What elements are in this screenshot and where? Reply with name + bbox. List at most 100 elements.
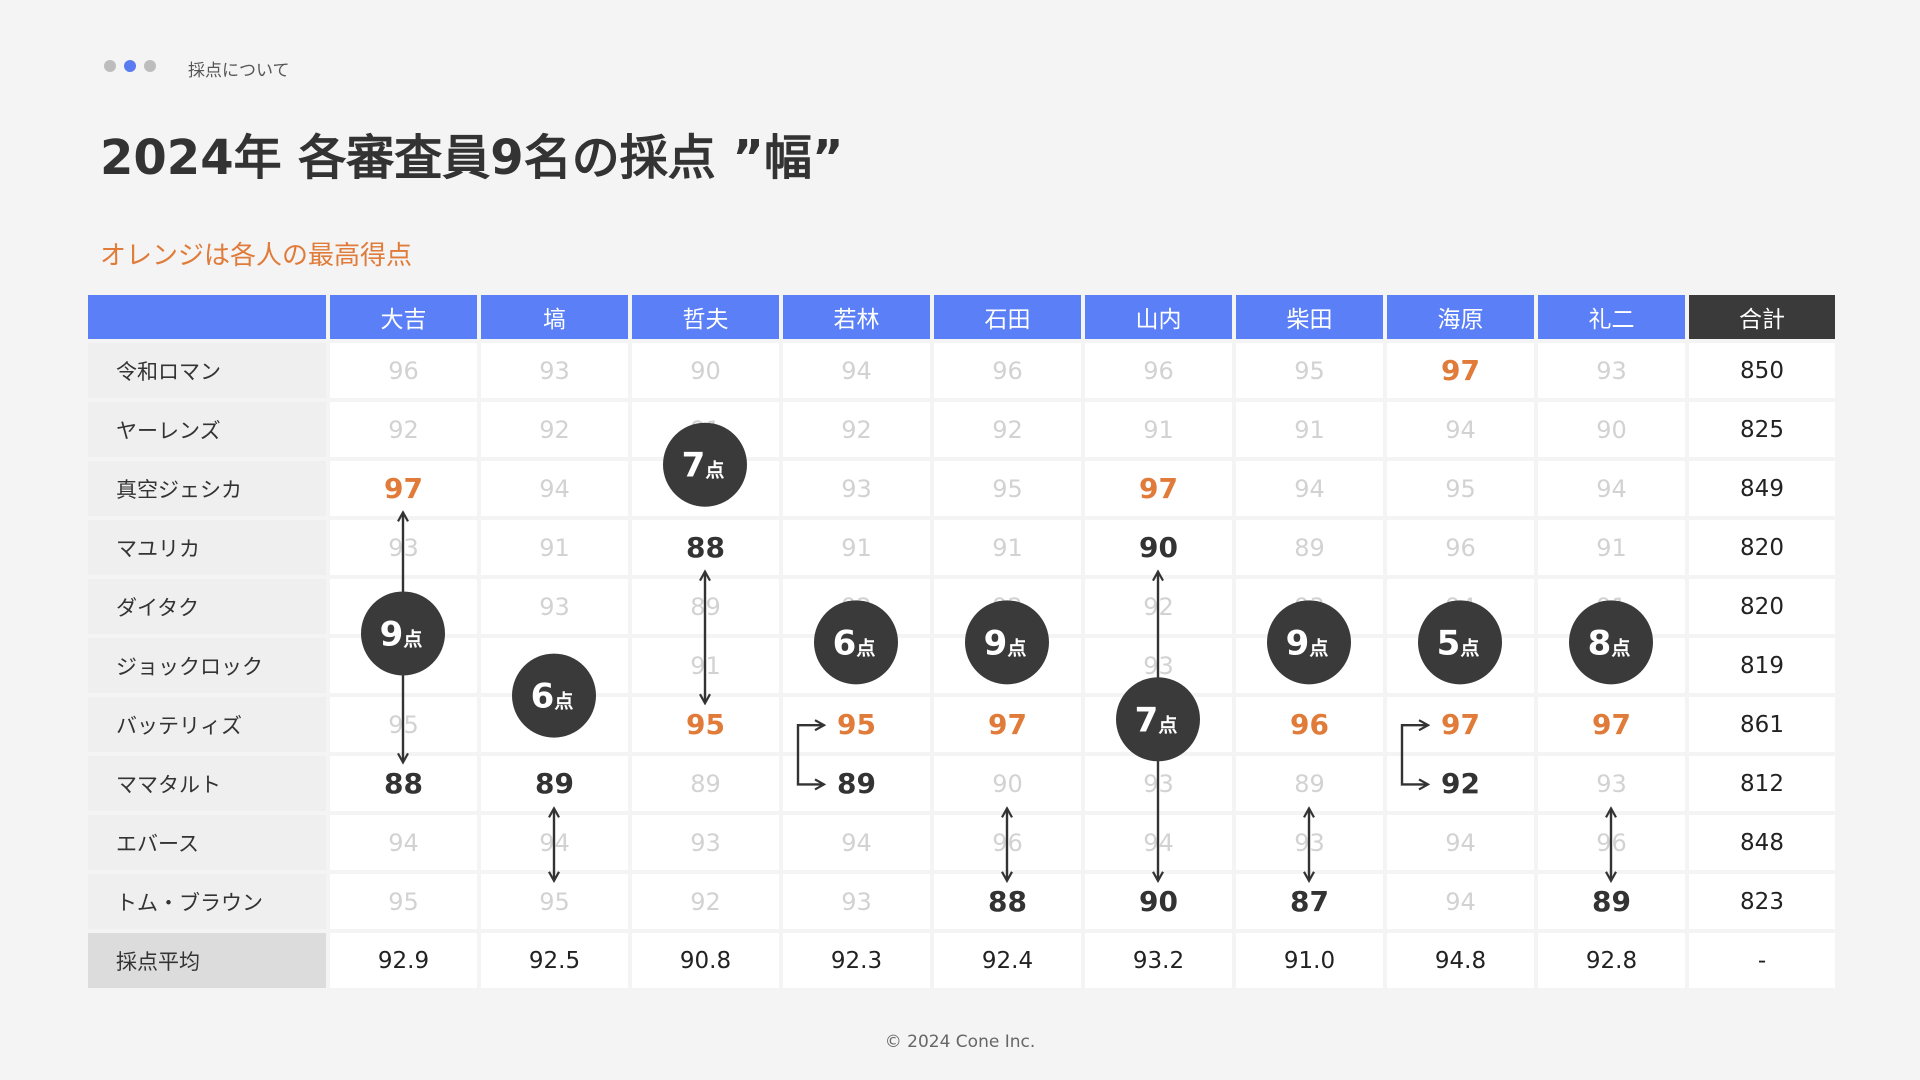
score-cell: 96 [1538,815,1685,870]
comedian-name: マユリカ [88,520,326,575]
score-cell-max: 95 [632,697,779,752]
total-header: 合計 [1689,295,1835,339]
score-grid: 大吉塙哲夫 若林 石田 山内 柴田 海原 礼二 合計 令和ロマン 96 93 90 94 96 96 95 9… [88,295,1835,995]
score-cell: 93 [783,461,930,516]
judge-header: 柴田 [1236,295,1383,339]
indicator-dot-active [124,60,136,72]
score-cell: 89 [632,579,779,634]
score-cell: 89 [1236,520,1383,575]
average-cell: 92.4 [934,933,1081,988]
score-cell: 91 [1236,402,1383,457]
total-cell: 825 [1689,402,1835,457]
total-cell: 819 [1689,638,1835,693]
score-cell: 93 [1236,579,1383,634]
score-cell-min: 88 [632,520,779,575]
score-cell: 93 [481,343,628,398]
score-cell: 91 [934,520,1081,575]
score-cell: 90 [1538,402,1685,457]
score-cell: 94 [1387,815,1534,870]
score-cell-min: 87 [1236,874,1383,929]
judge-header: 塙 [481,295,628,339]
score-cell: 91 [1085,402,1232,457]
total-cell: 861 [1689,697,1835,752]
score-cell: 92 [1236,638,1383,693]
score-cell-max: 96 [1236,697,1383,752]
indicator-dot [144,60,156,72]
judge-header: 礼二 [1538,295,1685,339]
total-cell: 820 [1689,520,1835,575]
average-cell: 92.3 [783,933,930,988]
score-cell: 91 [1538,520,1685,575]
score-cell: 93 [1236,815,1383,870]
score-cell: 94 [1085,815,1232,870]
score-cell-min: 90 [1085,520,1232,575]
score-cell: 92 [1538,638,1685,693]
comedian-name: バッテリィズ [88,697,326,752]
score-cell: 93 [481,579,628,634]
score-cell-min: 89 [481,756,628,811]
score-cell: 95 [1236,343,1383,398]
score-cell: 93 [934,638,1081,693]
total-cell: 849 [1689,461,1835,516]
score-cell: 95 [330,874,477,929]
average-cell: 93.2 [1085,933,1232,988]
score-cell: 96 [330,343,477,398]
score-cell-min: 89 [1538,874,1685,929]
score-cell: 92 [330,402,477,457]
table-row: 真空ジェシカ 97 94 92 93 95 97 94 95 94 849 [88,461,1835,516]
score-cell: 96 [1085,343,1232,398]
score-cell: 94 [330,815,477,870]
score-cell: 92 [783,579,930,634]
judge-header: 石田 [934,295,1081,339]
table-row: ジョックロック 93 92 91 93 93 93 92 94 92 819 [88,638,1835,693]
score-cell-max: 95 [783,697,930,752]
table-row: バッテリィズ 95 95 95 95 97 96 96 97 97 861 [88,697,1835,752]
score-cell: 90 [934,756,1081,811]
score-cell: 93 [1085,638,1232,693]
score-cell: 96 [1085,697,1232,752]
judge-header: 大吉 [330,295,477,339]
comedian-name: ヤーレンズ [88,402,326,457]
total-cell: 812 [1689,756,1835,811]
score-cell-min: 92 [1387,756,1534,811]
score-cell: 92 [481,638,628,693]
table-row: ヤーレンズ 92 92 91 92 92 91 91 94 90 825 [88,402,1835,457]
score-cell: 94 [1387,579,1534,634]
score-cell: 91 [481,520,628,575]
average-row: 採点平均 92.9 92.5 90.8 92.3 92.4 93.2 91.0 94.8 92.8… [88,933,1835,988]
score-cell: 92 [934,402,1081,457]
comedian-name: ダイタク [88,579,326,634]
table-body: 令和ロマン 96 93 90 94 96 96 95 97 93 850 ヤーレンズ 92 92 91 92 9… [88,343,1835,988]
comedian-name: エバース [88,815,326,870]
score-cell: 93 [632,815,779,870]
score-cell: 94 [1387,874,1534,929]
score-cell: 94 [1387,402,1534,457]
score-cell: 92 [481,402,628,457]
average-total-cell: - [1689,933,1835,988]
score-cell: 94 [783,815,930,870]
header-corner [88,295,326,339]
comedian-name: ジョックロック [88,638,326,693]
score-cell-min: 90 [1085,874,1232,929]
score-cell: 94 [1236,461,1383,516]
average-cell: 92.8 [1538,933,1685,988]
score-cell: 93 [1085,756,1232,811]
score-cell-max: 97 [1387,697,1534,752]
table-row: エバース 94 94 93 94 96 94 93 94 96 848 [88,815,1835,870]
score-cell: 91 [783,520,930,575]
table-row: ママタルト 88 89 89 89 90 93 89 92 93 812 [88,756,1835,811]
score-cell: 95 [481,874,628,929]
score-cell: 93 [783,638,930,693]
score-cell-max: 97 [1387,343,1534,398]
score-cell: 95 [1387,461,1534,516]
score-cell: 92 [934,579,1081,634]
comedian-name: 令和ロマン [88,343,326,398]
subtitle-note: オレンジは各人の最高得点 [100,241,413,271]
total-cell: 850 [1689,343,1835,398]
average-cell: 94.8 [1387,933,1534,988]
total-cell: 820 [1689,579,1835,634]
table-row: マユリカ 93 91 88 91 91 90 89 96 91 820 [88,520,1835,575]
score-cell: 90 [632,343,779,398]
score-cell: 89 [1236,756,1383,811]
score-cell: 95 [330,697,477,752]
